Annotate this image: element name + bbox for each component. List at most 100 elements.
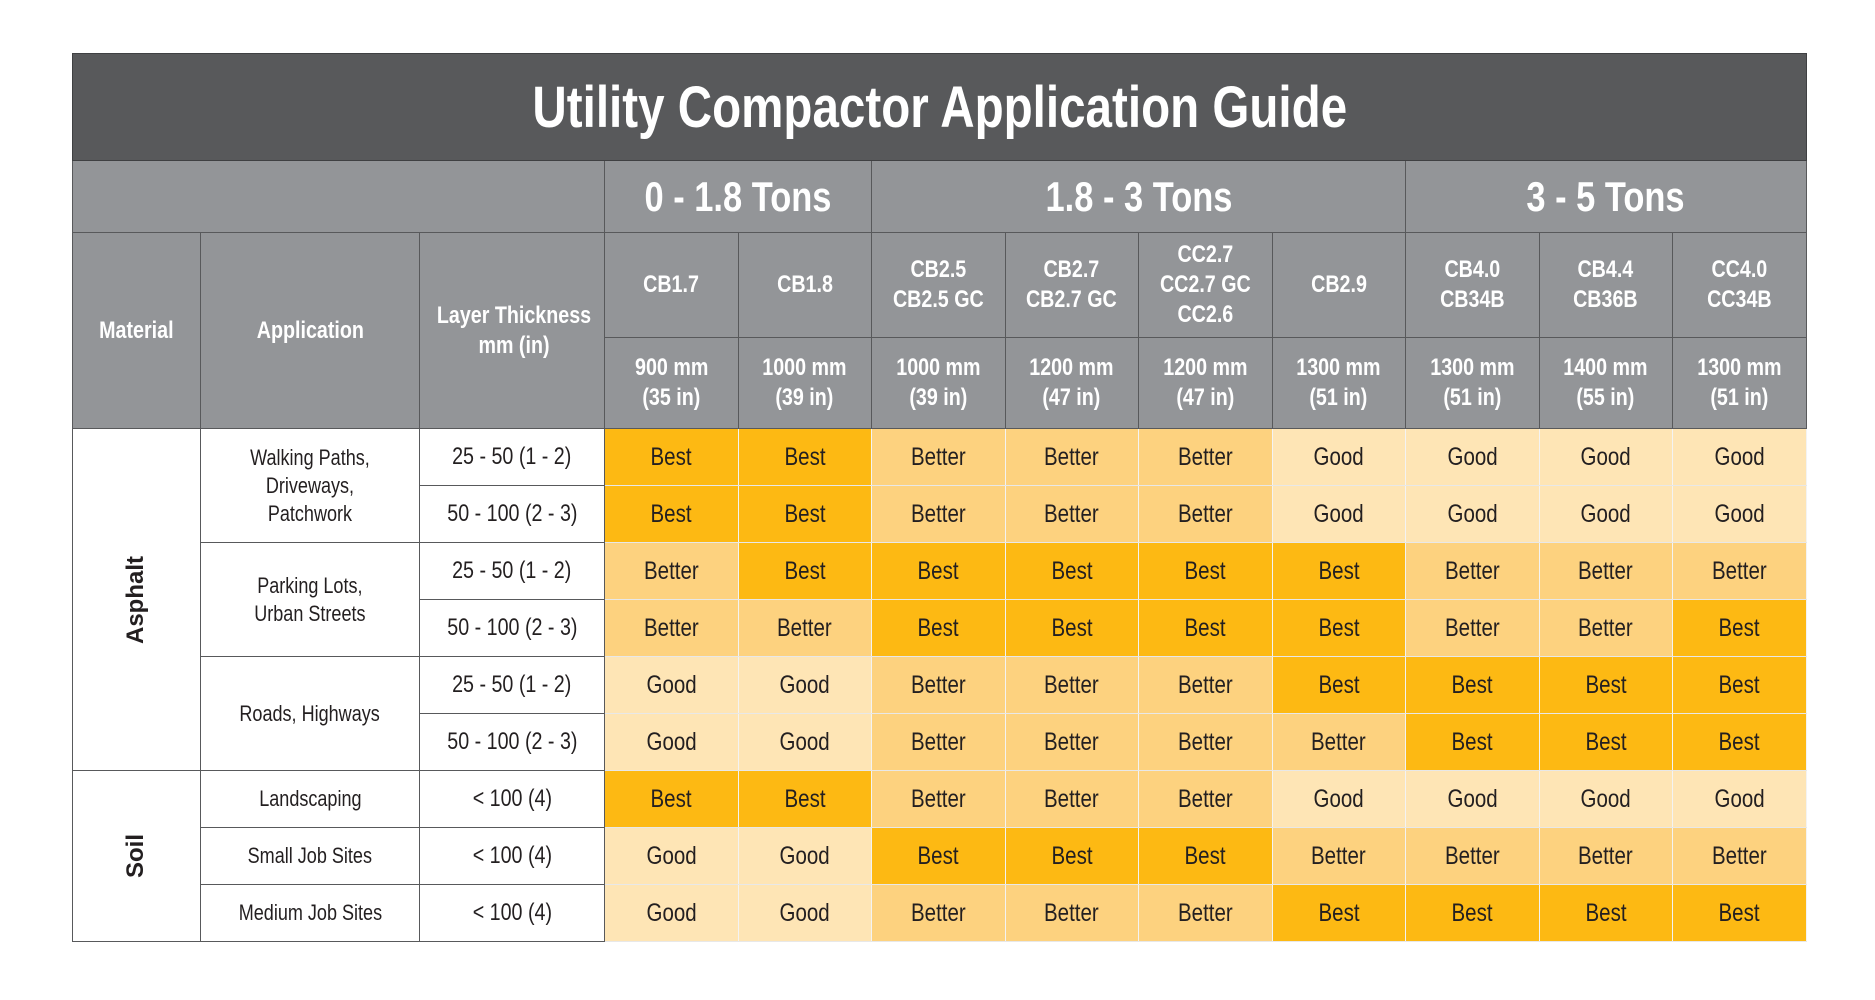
drum-width-width: 1200 mm (1029, 354, 1114, 381)
table-row: Soil Landscaping < 100 (4) Best Best Better Be… (72, 770, 1807, 942)
rating-cell-text: Better (643, 613, 699, 642)
rating-cell-text: Better (1444, 613, 1500, 642)
rating-cell: Best (1138, 542, 1273, 600)
drum-width-width: 1300 mm (1697, 354, 1782, 381)
rating-cell-text: Best (784, 499, 826, 528)
drum-width-width-in: (47 in) (1176, 384, 1235, 411)
layer-thickness-text: < 100 (4) (472, 785, 552, 812)
weight-class-header-text: 3 - 5 Tons (1526, 172, 1685, 220)
rating-cell: Best (871, 599, 1006, 657)
rating-cell: Better (1004, 485, 1139, 543)
rating-cell: Best (1004, 599, 1139, 657)
rating-cell-text: Good (1714, 442, 1765, 471)
model-header: CB1.8 (737, 232, 872, 338)
rating-cell-text: Best (1318, 898, 1360, 927)
rating-cell-text: Best (1051, 613, 1093, 642)
rating-cell: Better (1004, 428, 1139, 486)
rating-cell-text: Good (1580, 442, 1631, 471)
rating-cell-text: Good (1447, 784, 1498, 813)
rating-cell: Good (1538, 770, 1673, 828)
rating-cell: Better (604, 542, 739, 600)
rating-cell-text: Better (910, 784, 966, 813)
rating-cell-text: Best (784, 784, 826, 813)
application-guide: Utility Compactor Application Guide 0 - … (72, 53, 1807, 942)
model-header-text: CC2.7 CC2.7 GC CC2.6 (1159, 241, 1251, 328)
rating-cell: Best (1405, 656, 1540, 714)
rating-cell-text: Better (910, 727, 966, 756)
rating-cell-text: Good (646, 898, 697, 927)
drum-width-width: 1200 mm (1163, 354, 1248, 381)
rating-cell-text: Best (784, 442, 826, 471)
rating-cell: Better (1538, 827, 1673, 885)
rating-cell: Good (1672, 485, 1807, 543)
rating-cell: Best (1271, 542, 1406, 600)
weight-class-header: 1.8 - 3 Tons (871, 160, 1406, 233)
layer-thickness-text: 25 - 50 (1 - 2) (452, 557, 572, 584)
rating-cell-text: Best (1585, 727, 1627, 756)
rating-cell-text: Best (1718, 670, 1760, 699)
rating-cell: Better (1672, 542, 1807, 600)
thickness-header: Layer Thickness mm (in) (419, 232, 605, 429)
application-label-text: Parking Lots, Urban Streets (254, 572, 366, 626)
application-label: Medium Job Sites (200, 884, 420, 942)
model-drum-width: 1200 mm (47 in) (1138, 337, 1273, 429)
drum-width-width-in: (51 in) (1309, 384, 1368, 411)
rating-cell: Better (1138, 656, 1273, 714)
rating-cell-text: Better (1177, 442, 1233, 471)
rating-cell-text: Better (1578, 613, 1634, 642)
rating-cell-text: Good (1580, 784, 1631, 813)
model-header-text: CC4.0 CC34B (1707, 256, 1772, 313)
drum-width-width-in: (47 in) (1042, 384, 1101, 411)
rating-cell-text: Better (1578, 841, 1634, 870)
application-label-text: Landscaping (258, 786, 362, 811)
material-label-text: Soil (122, 833, 150, 879)
rating-cell: Best (1672, 713, 1807, 771)
layer-thickness: 25 - 50 (1 - 2) (419, 542, 605, 600)
rating-cell: Better (1271, 827, 1406, 885)
model-header: CC4.0 CC34B (1672, 232, 1807, 338)
material-label: Asphalt (72, 428, 201, 771)
rating-cell-text: Better (1578, 556, 1634, 585)
rating-cell: Good (1405, 485, 1540, 543)
rating-cell-text: Better (777, 613, 833, 642)
model-header-text: CB2.9 (1310, 271, 1367, 298)
rating-cell: Good (1271, 485, 1406, 543)
rating-cell: Better (1004, 884, 1139, 942)
model-drum-width: 1300 mm (51 in) (1405, 337, 1540, 429)
table-row: Asphalt Walking Paths, Driveways, Patchwo… (72, 428, 1807, 771)
rating-cell-text: Good (646, 727, 697, 756)
model-header-text: CB2.5 CB2.5 GC (892, 256, 984, 313)
table-row: 50 - 100 (2 - 3) Best Best Better Better Bett… (73, 485, 1807, 543)
rating-cell-text: Better (1311, 727, 1367, 756)
application-label: Small Job Sites (200, 827, 420, 885)
layer-thickness: 50 - 100 (2 - 3) (419, 599, 605, 657)
weight-class-header-text: 1.8 - 3 Tons (1045, 172, 1232, 220)
model-drum-width: 1300 mm (51 in) (1672, 337, 1807, 429)
rating-cell: Best (1004, 542, 1139, 600)
rating-cell: Better (1138, 428, 1273, 486)
rating-cell-text: Good (1447, 499, 1498, 528)
rating-cell-text: Better (1044, 898, 1100, 927)
rating-cell-text: Good (779, 670, 830, 699)
rating-cell-text: Better (910, 670, 966, 699)
rating-cell: Good (1538, 485, 1673, 543)
layer-thickness: < 100 (4) (419, 770, 605, 828)
rating-cell: Better (871, 713, 1006, 771)
rating-cell: Best (871, 542, 1006, 600)
model-header-text: CB4.0 CB34B (1439, 256, 1505, 313)
rating-cell-text: Best (1585, 670, 1627, 699)
rating-cell: Good (1672, 428, 1807, 486)
rating-cell-text: Good (646, 670, 697, 699)
rating-cell-text: Good (779, 841, 830, 870)
rating-cell: Good (737, 827, 872, 885)
rating-cell: Best (604, 485, 739, 543)
model-drum-width: 1400 mm (55 in) (1538, 337, 1673, 429)
drum-width-width-in: (55 in) (1576, 384, 1635, 411)
rating-cell: Best (1672, 656, 1807, 714)
rating-cell-text: Better (910, 499, 966, 528)
rating-cell: Better (737, 599, 872, 657)
rating-cell: Best (737, 428, 872, 486)
layer-thickness: 25 - 50 (1 - 2) (419, 428, 605, 486)
rating-cell-text: Better (1044, 727, 1100, 756)
material-label: Soil (72, 770, 201, 942)
